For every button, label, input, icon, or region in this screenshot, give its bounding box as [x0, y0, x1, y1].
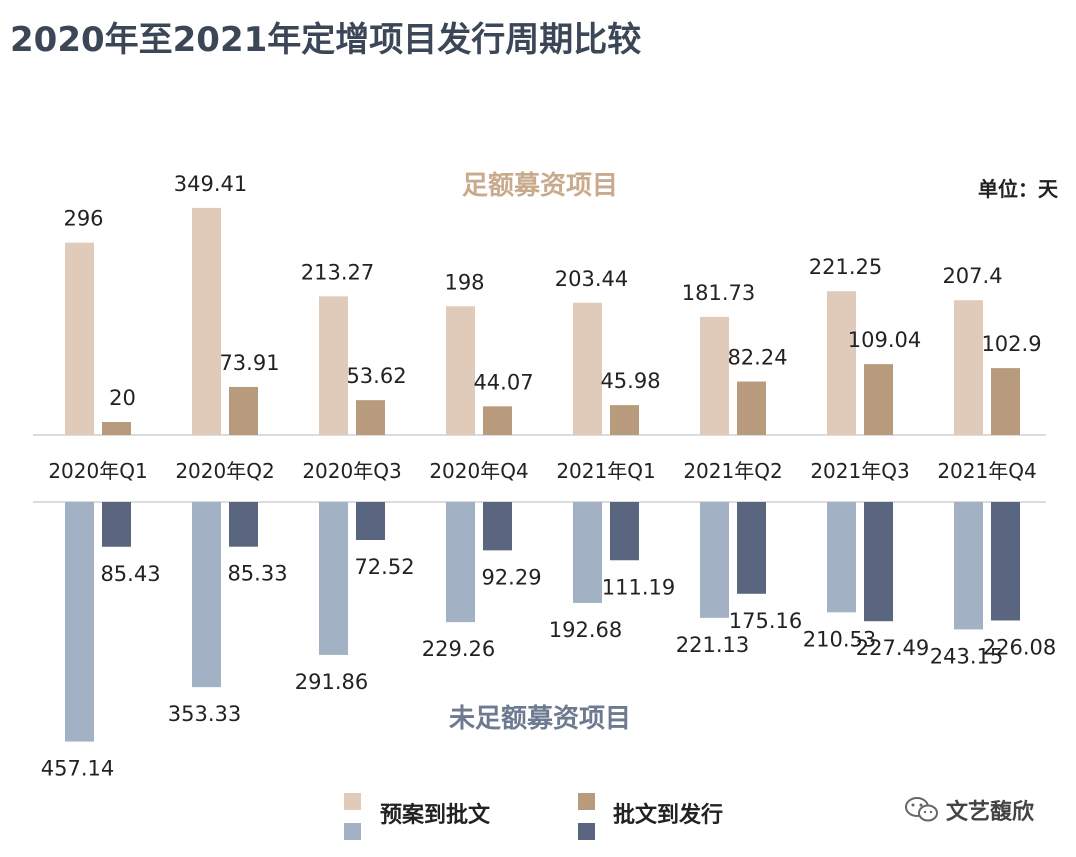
data-label-bottom: 85.33 — [227, 562, 287, 586]
bar-bottom-approval — [446, 502, 475, 623]
bar-bottom-issuance — [356, 502, 385, 541]
wechat-icon — [905, 797, 938, 822]
data-label-top: 20 — [109, 386, 136, 410]
data-label-bottom: 457.14 — [41, 757, 114, 781]
bar-top-issuance — [610, 405, 639, 435]
bar-top-approval — [192, 207, 221, 435]
bar-top-approval — [446, 306, 475, 435]
bar-bottom-issuance — [483, 502, 512, 551]
legend-swatch — [578, 793, 595, 810]
bar-top-issuance — [229, 386, 258, 435]
watermark-text: 文艺馥欣 — [946, 800, 1035, 825]
x-tick-label: 2021年Q4 — [937, 459, 1036, 483]
legend-label: 批文到发行 — [613, 802, 723, 828]
data-label-bottom: 353.33 — [168, 702, 241, 726]
x-tick-label: 2020年Q4 — [429, 459, 528, 483]
bar-top-approval — [573, 302, 602, 435]
bar-bottom-approval — [954, 502, 983, 630]
data-label-top: 198 — [444, 270, 484, 294]
bar-top-issuance — [737, 381, 766, 435]
bar-top-approval — [827, 291, 856, 435]
data-label-top: 181.73 — [682, 281, 755, 305]
panel-title-bottom: 未足额募资项目 — [449, 704, 631, 734]
bar-bottom-approval — [827, 502, 856, 613]
x-tick-label: 2020年Q2 — [175, 459, 274, 483]
data-label-bottom: 227.49 — [856, 636, 929, 660]
bar-bottom-approval — [65, 502, 94, 742]
bar-bottom-approval — [573, 502, 602, 603]
legend-label: 预案到批文 — [380, 802, 491, 828]
legend-swatch — [344, 823, 361, 840]
data-label-top: 349.41 — [174, 172, 247, 196]
x-tick-label: 2021年Q1 — [556, 459, 655, 483]
bar-bottom-approval — [700, 502, 729, 618]
bar-bottom-approval — [319, 502, 348, 655]
data-label-top: 45.98 — [600, 369, 660, 393]
data-label-top: 207.4 — [942, 264, 1002, 288]
data-label-top: 203.44 — [555, 267, 628, 291]
bar-bottom-issuance — [102, 502, 131, 547]
data-label-bottom: 243.15 — [930, 644, 1003, 668]
bar-bottom-issuance — [864, 502, 893, 622]
x-tick-label: 2020年Q1 — [48, 459, 147, 483]
data-label-top: 102.9 — [981, 332, 1041, 356]
data-label-bottom: 210.53 — [803, 627, 876, 651]
bar-top-approval — [954, 300, 983, 435]
legend-swatch — [344, 793, 361, 810]
bar-bottom-approval — [192, 502, 221, 688]
bar-bottom-issuance — [991, 502, 1020, 621]
data-label-top: 109.04 — [848, 328, 921, 352]
bar-bottom-issuance — [229, 502, 258, 547]
panel-title-top: 足额募资项目 — [462, 171, 618, 201]
bar-top-approval — [65, 242, 94, 435]
data-label-bottom: 291.86 — [295, 670, 368, 694]
data-label-bottom: 229.26 — [422, 637, 495, 661]
data-label-top: 44.07 — [473, 370, 533, 394]
data-label-bottom: 175.16 — [729, 609, 802, 633]
bar-bottom-issuance — [737, 502, 766, 594]
chart-title: 2020年至2021年定增项目发行周期比较 — [10, 20, 642, 60]
data-label-bottom: 72.52 — [354, 555, 414, 579]
data-label-bottom: 192.68 — [549, 618, 622, 642]
data-label-top: 221.25 — [809, 255, 882, 279]
bar-top-issuance — [864, 364, 893, 435]
legend-swatch — [578, 823, 595, 840]
unit-label: 单位：天 — [978, 177, 1059, 201]
bar-top-issuance — [991, 368, 1020, 435]
data-label-top: 73.91 — [219, 351, 279, 375]
x-tick-label: 2021年Q3 — [810, 459, 909, 483]
bar-top-approval — [319, 296, 348, 435]
data-label-top: 82.24 — [727, 346, 787, 370]
data-label-bottom: 85.43 — [100, 562, 160, 586]
data-label-bottom: 92.29 — [481, 565, 541, 589]
bar-top-approval — [700, 316, 729, 435]
data-label-bottom: 226.08 — [983, 635, 1056, 659]
bar-top-issuance — [356, 400, 385, 435]
bar-top-issuance — [102, 422, 131, 435]
x-tick-label: 2021年Q2 — [683, 459, 782, 483]
x-tick-label: 2020年Q3 — [302, 459, 401, 483]
bar-bottom-issuance — [610, 502, 639, 561]
bar-top-issuance — [483, 406, 512, 435]
data-label-bottom: 111.19 — [602, 575, 675, 599]
data-label-bottom: 221.13 — [676, 633, 749, 657]
data-label-top: 213.27 — [301, 260, 374, 284]
data-label-top: 296 — [63, 207, 103, 231]
data-label-top: 53.62 — [346, 364, 406, 388]
